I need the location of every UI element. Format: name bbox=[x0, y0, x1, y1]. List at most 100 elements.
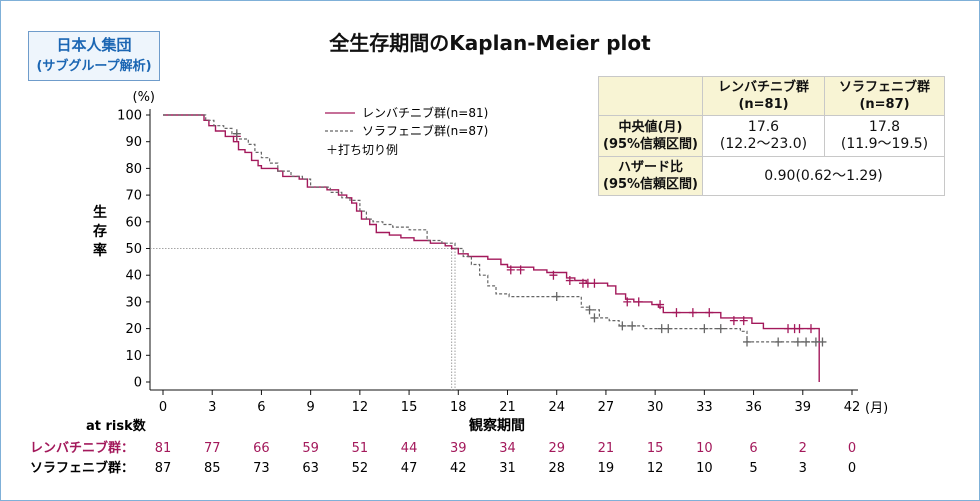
at-risk-lenvatinib: 39 bbox=[450, 441, 467, 456]
at-risk-lenvatinib: 59 bbox=[302, 441, 319, 456]
hazard-ratio-label: ハザード比 (95%信頼区間) bbox=[598, 156, 703, 196]
x-tick-label: 12 bbox=[352, 400, 369, 415]
censor-mark-lenvatinib bbox=[590, 278, 599, 288]
x-tick-label: 33 bbox=[696, 400, 713, 415]
at-risk-lenvatinib: 0 bbox=[848, 441, 856, 456]
x-tick-label: 15 bbox=[401, 400, 418, 415]
at-risk-sorafenib: 19 bbox=[598, 461, 615, 476]
at-risk-sorafenib: 3 bbox=[799, 461, 807, 476]
x-tick-label: 21 bbox=[499, 400, 516, 415]
chart-title: 全生存期間のKaplan-Meier plot bbox=[329, 31, 651, 55]
at-risk-lenvatinib: 81 bbox=[155, 441, 172, 456]
censor-mark-sorafenib bbox=[232, 129, 241, 139]
at-risk-sorafenib: 85 bbox=[204, 461, 221, 476]
censor-mark-lenvatinib bbox=[806, 324, 815, 334]
at-risk-label-sorafenib: ソラフェニブ群： bbox=[30, 460, 134, 476]
x-tick-label: 24 bbox=[548, 400, 565, 415]
badge-line-2: (サブグループ解析) bbox=[36, 59, 152, 74]
x-tick-label: 3 bbox=[208, 400, 216, 415]
hazard-ratio-value: 0.90(0.62〜1.29) bbox=[702, 156, 945, 196]
legend-sorafenib: ソラフェニブ群(n=87) bbox=[362, 123, 488, 138]
censor-mark-lenvatinib bbox=[739, 316, 748, 326]
subgroup-badge: 日本人集団 (サブグループ解析) bbox=[28, 31, 160, 81]
y-tick-label: 90 bbox=[125, 135, 142, 150]
at-risk-sorafenib: 12 bbox=[647, 461, 664, 476]
at-risk-lenvatinib: 44 bbox=[401, 441, 418, 456]
censor-mark-lenvatinib bbox=[795, 324, 804, 334]
y-tick-label: 30 bbox=[125, 295, 142, 310]
y-tick-label: 10 bbox=[125, 349, 142, 364]
x-tick-label: 6 bbox=[257, 400, 265, 415]
at-risk-lenvatinib: 2 bbox=[799, 441, 807, 456]
at-risk-sorafenib: 87 bbox=[155, 461, 172, 476]
censor-mark-sorafenib bbox=[585, 305, 594, 315]
at-risk-lenvatinib: 34 bbox=[499, 441, 516, 456]
censor-mark-sorafenib bbox=[590, 313, 599, 323]
table-header-row: レンバチニブ群 (n=81) ソラフェニブ群 (n=87) bbox=[598, 76, 945, 116]
x-tick-label: 39 bbox=[795, 400, 812, 415]
x-axis-label: 観察期間 bbox=[469, 417, 525, 434]
y-axis-label: 生存率 bbox=[93, 204, 107, 259]
at-risk-lenvatinib: 66 bbox=[253, 441, 270, 456]
censor-mark-lenvatinib bbox=[672, 308, 681, 318]
y-tick-label: 60 bbox=[125, 215, 142, 230]
legend-censor: ＋打ち切り例 bbox=[326, 143, 398, 157]
censor-mark-lenvatinib bbox=[549, 270, 558, 280]
censor-mark-lenvatinib bbox=[705, 308, 714, 318]
censor-mark-lenvatinib bbox=[516, 265, 525, 275]
at-risk-sorafenib: 47 bbox=[401, 461, 418, 476]
x-tick-label: 0 bbox=[159, 400, 167, 415]
censor-mark-sorafenib bbox=[618, 321, 627, 331]
at-risk-lenvatinib: 77 bbox=[204, 441, 221, 456]
at-risk-header: at risk数 bbox=[86, 418, 147, 434]
at-risk-label-lenvatinib: レンバチニブ群： bbox=[30, 440, 134, 456]
survival-curves bbox=[163, 114, 820, 382]
table-col-sorafenib: ソラフェニブ群 (n=87) bbox=[824, 76, 945, 116]
legend-lenvatinib: レンバチニブ群(n=81) bbox=[362, 105, 488, 120]
table-hr-row: ハザード比 (95%信頼区間) 0.90(0.62〜1.29) bbox=[598, 156, 945, 196]
results-table: レンバチニブ群 (n=81) ソラフェニブ群 (n=87) 中央値(月) (95… bbox=[598, 76, 945, 196]
censor-mark-sorafenib bbox=[793, 337, 802, 347]
badge-line-1: 日本人集団 bbox=[56, 36, 132, 54]
at-risk-lenvatinib: 6 bbox=[749, 441, 757, 456]
x-tick-label: 36 bbox=[745, 400, 762, 415]
censor-mark-lenvatinib bbox=[506, 265, 515, 275]
at-risk-sorafenib: 5 bbox=[749, 461, 757, 476]
censor-mark-lenvatinib bbox=[656, 300, 665, 310]
at-risk-sorafenib: 0 bbox=[848, 461, 856, 476]
at-risk-sorafenib: 28 bbox=[548, 461, 565, 476]
censor-mark-sorafenib bbox=[818, 337, 827, 347]
censor-mark-sorafenib bbox=[700, 324, 709, 334]
censor-mark-sorafenib bbox=[628, 321, 637, 331]
y-tick-label: 100 bbox=[117, 109, 142, 124]
x-tick-label: 9 bbox=[307, 400, 315, 415]
x-tick-label: 18 bbox=[450, 400, 467, 415]
y-tick-label: 70 bbox=[125, 189, 142, 204]
y-tick-label: 20 bbox=[125, 322, 142, 337]
at-risk-lenvatinib: 21 bbox=[598, 441, 615, 456]
curve-sorafenib bbox=[163, 114, 820, 343]
y-tick-label: 40 bbox=[125, 269, 142, 284]
censor-mark-sorafenib bbox=[716, 324, 725, 334]
legend: レンバチニブ群(n=81) ソラフェニブ群(n=87) ＋打ち切り例 bbox=[325, 105, 488, 157]
at-risk-sorafenib: 42 bbox=[450, 461, 467, 476]
x-tick-label: 42 bbox=[844, 400, 861, 415]
x-tick-label: 27 bbox=[598, 400, 615, 415]
at-risk-sorafenib: 73 bbox=[253, 461, 270, 476]
at-risk-lenvatinib: 51 bbox=[352, 441, 369, 456]
median-label: 中央値(月) (95%信頼区間) bbox=[598, 115, 703, 157]
censor-mark-sorafenib bbox=[743, 337, 752, 347]
censor-mark-sorafenib bbox=[774, 337, 783, 347]
table-corner-cell bbox=[598, 76, 703, 116]
at-risk-sorafenib: 52 bbox=[352, 461, 369, 476]
median-sorafenib: 17.8 (11.9〜19.5) bbox=[824, 115, 945, 157]
y-tick-label: 80 bbox=[125, 162, 142, 177]
y-unit: (%) bbox=[133, 90, 156, 105]
censor-mark-sorafenib bbox=[552, 292, 561, 302]
at-risk-lenvatinib: 15 bbox=[647, 441, 664, 456]
at-risk-lenvatinib: 29 bbox=[548, 441, 565, 456]
censor-mark-sorafenib bbox=[802, 337, 811, 347]
y-tick-label: 0 bbox=[134, 376, 142, 391]
x-tick-label: 30 bbox=[647, 400, 664, 415]
